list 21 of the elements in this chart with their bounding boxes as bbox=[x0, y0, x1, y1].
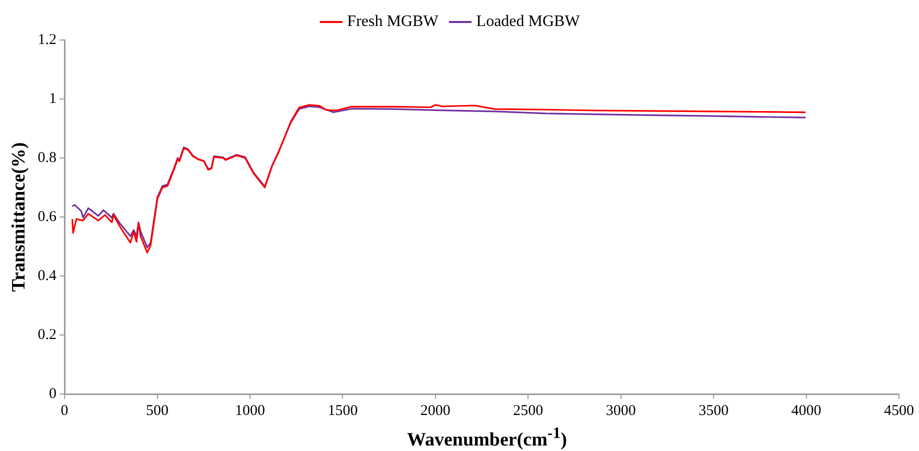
x-axis-title: Wavenumber(cm$^{-1}$) bbox=[406, 425, 568, 451]
y-tick-label: 1.2 bbox=[38, 32, 57, 48]
y-axis-title: Transmittance(%) bbox=[8, 142, 30, 292]
x-tick-label: 500 bbox=[146, 402, 169, 419]
x-tick-label: 3500 bbox=[698, 402, 729, 419]
legend-label: Loaded MGBW bbox=[476, 13, 581, 30]
x-tick-label: 2500 bbox=[513, 402, 544, 419]
y-tick-label: 0.8 bbox=[38, 150, 57, 166]
x-tick-label: 1500 bbox=[328, 402, 358, 419]
x-tick-label: 3000 bbox=[606, 402, 636, 419]
y-tick-label: 0.6 bbox=[38, 208, 58, 225]
y-tick-label: 1 bbox=[49, 90, 57, 107]
x-tick-label: 4000 bbox=[791, 402, 822, 419]
legend-label: Fresh MGBW bbox=[347, 13, 440, 30]
x-tick-label: 4500 bbox=[884, 402, 914, 419]
x-tick-label: 2000 bbox=[420, 402, 450, 419]
y-tick-label: 0.2 bbox=[38, 326, 57, 343]
y-tick-label: 0 bbox=[49, 386, 57, 402]
x-tick-label: 1000 bbox=[234, 402, 265, 419]
y-tick-label: 0.4 bbox=[38, 268, 58, 284]
x-tick-label: 0 bbox=[60, 402, 68, 419]
